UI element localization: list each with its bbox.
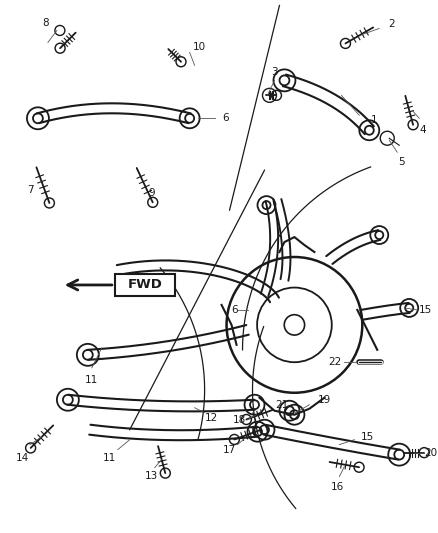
- Text: 8: 8: [42, 19, 49, 28]
- Text: 3: 3: [271, 67, 278, 77]
- Text: 4: 4: [420, 125, 427, 135]
- Text: 14: 14: [15, 453, 28, 463]
- Text: FWD: FWD: [127, 278, 162, 292]
- Text: 18: 18: [233, 415, 246, 425]
- Text: 10: 10: [193, 43, 206, 52]
- Text: 19: 19: [318, 395, 331, 405]
- Text: 13: 13: [145, 471, 158, 481]
- Text: 15: 15: [419, 305, 432, 315]
- Text: 21: 21: [275, 400, 288, 410]
- Text: 6: 6: [222, 114, 229, 123]
- Text: 1: 1: [371, 115, 378, 125]
- Text: 5: 5: [398, 157, 405, 167]
- Text: 16: 16: [331, 482, 344, 491]
- Text: 11: 11: [85, 375, 99, 385]
- Text: 22: 22: [329, 357, 342, 367]
- Text: 6: 6: [231, 305, 238, 315]
- FancyBboxPatch shape: [115, 274, 175, 296]
- Text: 11: 11: [103, 453, 117, 463]
- Text: 20: 20: [424, 448, 438, 458]
- Text: 17: 17: [223, 445, 236, 455]
- Text: 7: 7: [27, 185, 33, 195]
- Text: 2: 2: [388, 20, 395, 29]
- Text: 9: 9: [148, 188, 155, 198]
- Text: 12: 12: [205, 413, 218, 423]
- Text: 15: 15: [360, 432, 374, 442]
